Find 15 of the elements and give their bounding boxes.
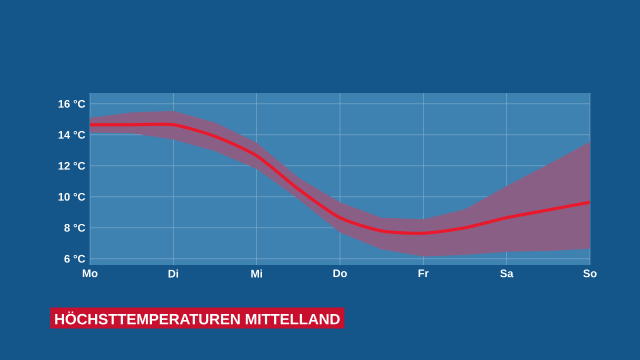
y-tick-label: 12 °C — [58, 162, 86, 170]
x-tick-label: Fr — [418, 270, 429, 278]
y-tick-label: 10 °C — [58, 192, 86, 201]
line-series — [90, 122, 590, 235]
x-tick-label: Mo — [82, 270, 98, 278]
text: HÖCHSTTEMPERATUREN MITTELLAND — [55, 312, 340, 324]
x-tick-label: Do — [333, 270, 347, 278]
y-tick-label: 14 °C — [58, 130, 86, 139]
y-tick-label: 16 °C — [58, 100, 86, 108]
x-tick-label: So — [583, 270, 597, 278]
x-tick-label: Di — [168, 270, 178, 278]
y-tick-label: 6 °C — [64, 254, 86, 263]
x-tick-label: Sa — [500, 270, 514, 278]
y-tick-label: 8 °C — [64, 224, 86, 232]
x-tick-label: Mi — [251, 270, 262, 278]
